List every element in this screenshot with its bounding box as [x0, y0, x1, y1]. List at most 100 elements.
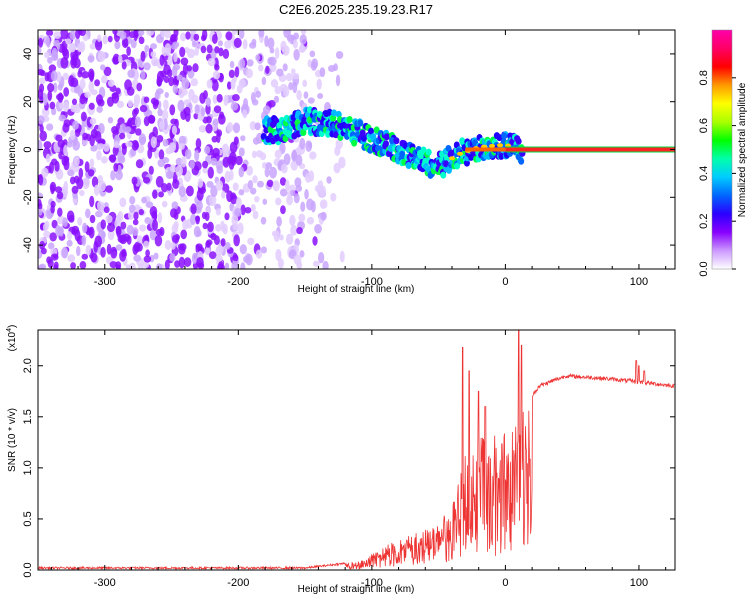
spectrogram-noise-blob [52, 82, 58, 93]
spectrogram-noise-blob [107, 223, 115, 233]
spectrogram-noise-blob [312, 236, 318, 246]
spectrogram-noise-blob [73, 175, 80, 184]
snr-y-tick-label: 1.0 [22, 460, 34, 475]
spectrogram-noise-blob [38, 208, 43, 216]
spectrogram-noise-blob [107, 229, 115, 241]
spectrogram-noise-blob [90, 89, 98, 96]
spectrogram-noise-blob [136, 82, 143, 92]
spectrogram-noise-blob [193, 226, 201, 238]
spectrogram-noise-blob [268, 56, 277, 66]
colorbar-tick-label: 0.6 [698, 118, 710, 133]
spectrogram-ridge-blob [383, 133, 390, 141]
spectrogram-noise-blob [152, 219, 158, 231]
spectrogram-noise-blob [206, 116, 212, 124]
spectrogram-noise-blob [212, 118, 219, 127]
spectrogram-noise-blob [72, 120, 79, 130]
spectrogram-noise-blob [169, 253, 176, 262]
spectrogram-noise-blob [222, 223, 228, 235]
spectrogram-noise-blob [213, 235, 220, 246]
spectrogram-noise-blob [238, 166, 245, 178]
spectrogram-noise-blob [50, 253, 59, 261]
spectrogram-noise-blob [215, 207, 221, 216]
spectrogram-noise-blob [155, 176, 164, 188]
spectrogram-noise-blob [138, 36, 145, 45]
spectrogram-noise-blob [159, 226, 165, 237]
spectrogram-noise-blob [150, 43, 158, 50]
spectrogram-noise-blob [38, 115, 45, 125]
spectrogram-noise-blob [79, 78, 86, 90]
colorbar-gradient [712, 30, 732, 269]
spectrogram-noise-blob [163, 99, 169, 110]
spectrogram-noise-blob [317, 180, 324, 188]
spectrogram-noise-blob [269, 47, 275, 54]
spectrogram-noise-blob [152, 189, 158, 200]
snr-scale-base: (x10 [7, 331, 18, 351]
spectrogram-ridge-blob [260, 132, 267, 140]
spectrogram-noise-blob [115, 87, 121, 95]
spectrogram-noise-blob [205, 97, 211, 107]
spectrogram-noise-blob [212, 147, 220, 157]
spectrogram-noise-blob [102, 142, 110, 152]
spectrogram-noise-blob [138, 263, 144, 269]
spectrogram-noise-blob [77, 70, 83, 78]
spectrogram-noise-blob [158, 120, 165, 130]
spectrogram-noise-blob [112, 145, 119, 156]
spectrogram-ridge-blob [459, 137, 466, 145]
spectrogram-noise-blob [320, 211, 327, 221]
spectrogram-noise-blob [335, 74, 341, 87]
spectrogram-noise-blob [119, 197, 127, 208]
spectrogram-noise-blob [194, 47, 199, 56]
spectrogram-noise-blob [317, 251, 325, 264]
spectrogram-noise-blob [135, 159, 144, 169]
spectrogram-noise-blob [265, 65, 270, 74]
spectrogram-noise-blob [238, 147, 245, 157]
snr-y-tick-label: 2.0 [22, 358, 34, 373]
spectrogram-noise-blob [178, 135, 186, 145]
spectrogram-ridge-blob [501, 132, 508, 140]
spectrogram-noise-blob [81, 234, 87, 247]
spectrogram-noise-blob [180, 57, 189, 66]
spectrogram-noise-blob [133, 211, 139, 221]
spectrogram-noise-blob [69, 129, 76, 141]
spectrogram-noise-blob [38, 263, 47, 269]
spectrogram-noise-blob [294, 177, 302, 188]
spectrogram-noise-blob [237, 222, 244, 235]
spectrogram-noise-blob [143, 255, 152, 263]
spectrogram-noise-blob [310, 200, 316, 213]
spectrogram-noise-blob [139, 136, 146, 144]
spectrogram-noise-blob [240, 135, 246, 142]
spectrogram-noise-blob [206, 181, 214, 188]
spectrogram-noise-blob [180, 32, 187, 42]
spectrogram-noise-blob [79, 261, 87, 269]
spectrogram-x-tick-label: -300 [94, 276, 116, 288]
spectrogram-noise-blob [215, 179, 224, 191]
spectrogram-noise-blob [240, 204, 246, 216]
spectrogram-noise-blob [335, 138, 343, 150]
spectrogram-noise-blob [202, 166, 208, 174]
spectrogram-noise-blob [123, 37, 129, 47]
spectrogram-ridge-blob [440, 171, 447, 179]
spectrogram-noise-blob [50, 247, 58, 256]
spectrogram-noise-blob [255, 249, 263, 259]
colorbar-tick-label: 0.0 [698, 261, 710, 276]
spectrogram-noise-blob [233, 234, 240, 247]
spectrogram-noise-blob [170, 43, 178, 50]
spectrogram-noise-blob [134, 116, 142, 128]
spectrogram-noise-blob [314, 223, 322, 234]
spectrogram-noise-blob [286, 195, 293, 206]
spectrogram-noise-blob [39, 70, 46, 77]
spectrogram-noise-blob [40, 247, 47, 255]
spectrogram-noise-blob [279, 188, 288, 197]
spectrogram-noise-blob [133, 107, 140, 115]
spectrogram-noise-blob [207, 221, 214, 233]
spectrogram-noise-blob [215, 245, 224, 257]
spectrogram-noise-blob [333, 162, 341, 174]
spectrogram-noise-blob [139, 104, 148, 113]
snr-scale-label: (x104) [6, 325, 18, 352]
spectrogram-noise-blob [296, 89, 302, 101]
spectrogram-noise-blob [230, 192, 237, 200]
spectrogram-noise-blob [194, 104, 200, 115]
spectrogram-noise-blob [77, 216, 83, 226]
